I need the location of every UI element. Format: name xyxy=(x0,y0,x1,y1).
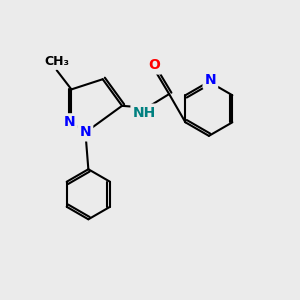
Text: N: N xyxy=(80,125,91,140)
Text: NH: NH xyxy=(133,106,156,120)
Text: O: O xyxy=(148,58,160,73)
Text: CH₃: CH₃ xyxy=(44,55,69,68)
Text: N: N xyxy=(64,115,76,129)
Text: N: N xyxy=(205,73,216,87)
